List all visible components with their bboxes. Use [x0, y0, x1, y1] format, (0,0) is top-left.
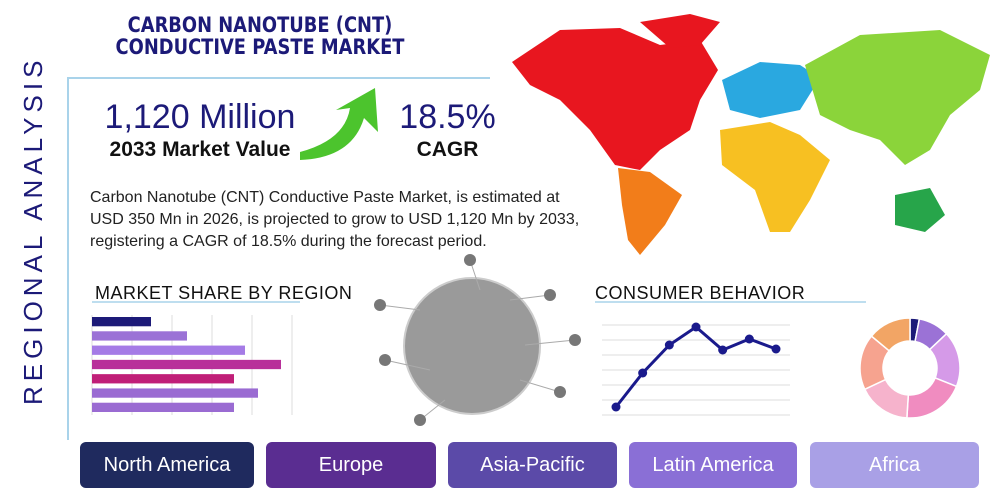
section-heading: CONSUMER BEHAVIOR	[595, 283, 806, 303]
region-tab[interactable]: Asia-Pacific	[448, 442, 617, 488]
donut-slice	[870, 317, 911, 352]
point	[611, 402, 621, 412]
market-value-label: 2033 Market Value	[109, 138, 291, 161]
point	[664, 340, 674, 350]
point	[691, 322, 701, 332]
cagr-label: CAGR	[416, 138, 479, 161]
region-tab[interactable]: North America	[80, 442, 254, 488]
bar	[92, 402, 234, 412]
bar	[92, 331, 187, 341]
world-map	[512, 14, 990, 255]
bar	[92, 374, 234, 384]
cagr-value: 18.5%	[399, 98, 496, 136]
growth-arrow	[300, 88, 378, 160]
bar	[92, 345, 245, 355]
section-heading: MARKET SHARE BY REGION	[95, 283, 353, 303]
title: CARBON NANOTUBE (CNT) CONDUCTIVE PASTE M…	[115, 13, 405, 59]
point	[718, 345, 728, 355]
point	[744, 334, 754, 344]
globe-network	[374, 254, 581, 426]
bar	[92, 317, 151, 327]
region-tab[interactable]: Europe	[266, 442, 436, 488]
bar	[92, 359, 281, 370]
region-tab[interactable]: Africa	[810, 442, 979, 488]
bar	[92, 388, 258, 398]
summary: Carbon Nanotube (CNT) Conductive Paste M…	[90, 189, 580, 250]
donut-slice	[906, 376, 958, 419]
side-label: REGIONAL ANALYSIS	[18, 55, 48, 405]
point	[771, 344, 781, 354]
region-tab[interactable]: Latin America	[629, 442, 797, 488]
frame	[67, 77, 490, 440]
point	[638, 368, 648, 378]
market-value: 1,120 Million	[104, 98, 296, 136]
